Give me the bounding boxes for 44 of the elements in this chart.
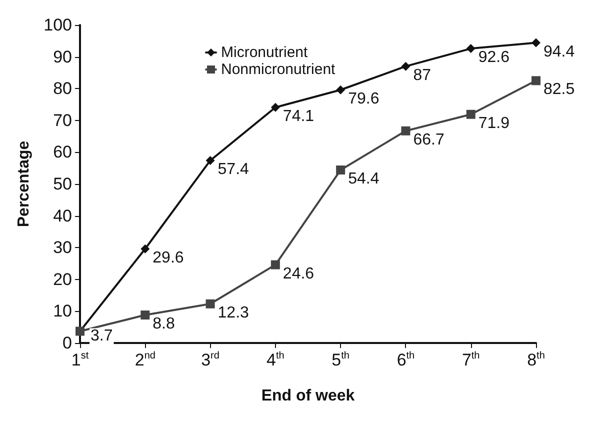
point: [140, 244, 150, 254]
point: [206, 156, 215, 165]
point: [401, 62, 410, 71]
point: [466, 44, 476, 54]
y-tick-label: 0: [62, 334, 72, 352]
y-tick-label: 70: [53, 110, 72, 130]
data-label: 3.7: [90, 328, 113, 345]
data-label: 94.4: [544, 43, 575, 60]
data-label: 54.4: [348, 170, 380, 188]
point: [336, 166, 346, 175]
point: [532, 38, 540, 48]
data-label: 24.6: [282, 265, 314, 282]
legend-label: Micronutrient: [221, 44, 309, 61]
x-axis-title: End of week: [261, 388, 355, 404]
y-tick-label: 60: [53, 142, 72, 162]
y-tick-label: 100: [44, 16, 72, 34]
y-axis-title: Percentage: [16, 140, 32, 228]
point: [140, 310, 150, 320]
data-label: 8.8: [152, 316, 175, 333]
data-label: 29.6: [152, 249, 184, 266]
data-label: 57.4: [218, 160, 250, 178]
point: [270, 102, 280, 112]
data-label: 82.5: [544, 81, 575, 98]
data-label: 87: [413, 66, 432, 84]
data-label: 92.6: [478, 49, 510, 66]
point: [466, 110, 476, 119]
data-label: 12.3: [218, 304, 250, 322]
legend-label: Nonmicronutrient: [221, 61, 336, 78]
point: [336, 85, 346, 94]
y-tick-label: 40: [53, 206, 72, 226]
data-label: 71.9: [478, 114, 510, 132]
y-tick-label: 30: [53, 238, 72, 258]
y-tick-label: 10: [53, 302, 72, 321]
data-label: 79.6: [348, 90, 380, 108]
point: [401, 126, 410, 136]
point: [270, 260, 280, 270]
y-tick-label: 90: [53, 47, 72, 66]
data-label: 74.1: [282, 108, 314, 125]
y-tick-label: 50: [53, 174, 72, 194]
y-tick-label: 20: [53, 270, 72, 289]
data-label: 66.7: [413, 131, 444, 148]
y-tick-label: 80: [53, 79, 72, 98]
point: [206, 299, 215, 308]
point: [532, 76, 540, 86]
